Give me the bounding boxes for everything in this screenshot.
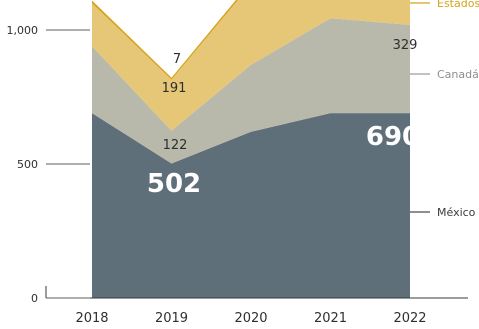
area-series-us (92, 0, 410, 131)
mexico-2022-label: 690 (366, 122, 420, 152)
legend: Estados Un Canadá México (437, 0, 479, 219)
value-labels: 502 690 122 329 191 7 (147, 38, 420, 199)
chart-axes (45, 286, 468, 299)
y-tick-label-500: 500 (17, 158, 38, 171)
area-series-mexico (92, 113, 410, 298)
legend-canada-label: Canadá (437, 68, 479, 81)
x-tick-label-2022: 2022 (393, 311, 426, 326)
legend-top-label: Estados Un (437, 0, 479, 10)
canada-2022-label: 329 (393, 38, 418, 53)
chart-areas (92, 0, 410, 298)
y-ticks: 0 500 1,000 (7, 24, 90, 305)
x-tick-label-2019: 2019 (155, 311, 188, 326)
us-2019-label: 191 (162, 81, 187, 96)
canada-2019-label: 122 (163, 138, 188, 153)
y-tick-label-1000: 1,000 (7, 24, 39, 37)
top-series-2019-label: 7 (173, 52, 181, 67)
legend-mexico-label: México (437, 206, 476, 219)
y-tick-label-0: 0 (31, 292, 38, 305)
x-ticks: 2018 2019 2020 2021 2022 (75, 311, 426, 326)
mexico-2019-label: 502 (147, 169, 201, 199)
x-tick-label-2020: 2020 (234, 311, 267, 326)
x-tick-label-2018: 2018 (75, 311, 108, 326)
legend-lines (410, 2, 430, 213)
x-tick-label-2021: 2021 (314, 311, 347, 326)
area-series-canada (92, 18, 410, 164)
